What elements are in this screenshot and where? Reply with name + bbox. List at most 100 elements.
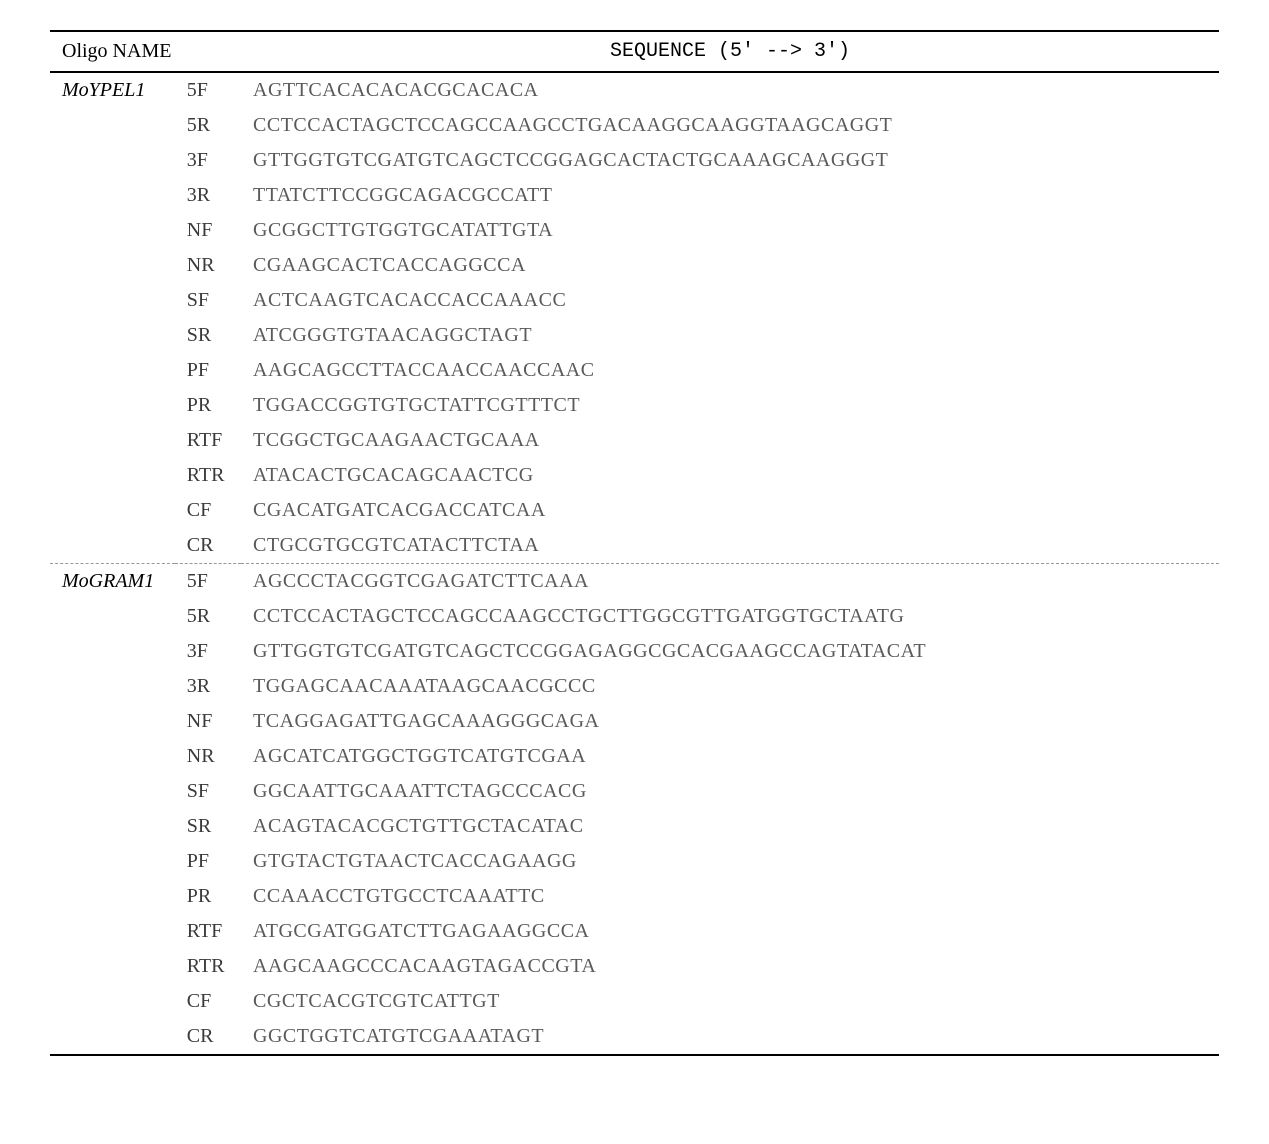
table-row: NFGCGGCTTGTGGTGCATATTGTA [50,213,1219,248]
sequence-cell: ACAGTACACGCTGTTGCTACATAC [241,809,1219,844]
gene-name-cell [50,739,175,774]
sequence-cell: TCGGCTGCAAGAACTGCAAA [241,423,1219,458]
table-row: NRAGCATCATGGCTGGTCATGTCGAA [50,739,1219,774]
oligo-code-cell: NF [175,213,241,248]
oligo-code-cell: PR [175,388,241,423]
gene-name-cell [50,283,175,318]
sequence-cell: AGTTCACACACACGCACACA [241,72,1219,108]
sequence-cell: ATACACTGCACAGCAACTCG [241,458,1219,493]
table-row: SRACAGTACACGCTGTTGCTACATAC [50,809,1219,844]
gene-name-cell [50,248,175,283]
table-row: MoYPEL15FAGTTCACACACACGCACACA [50,72,1219,108]
table-row: CFCGACATGATCACGACCATCAA [50,493,1219,528]
table-row: CFCGCTCACGTCGTCATTGT [50,984,1219,1019]
sequence-cell: AGCCCTACGGTCGAGATCTTCAAA [241,564,1219,600]
oligo-code-cell: RTR [175,949,241,984]
table-row: RTRATACACTGCACAGCAACTCG [50,458,1219,493]
sequence-cell: GGCTGGTCATGTCGAAATAGT [241,1019,1219,1055]
table-row: 3RTTATCTTCCGGCAGACGCCATT [50,178,1219,213]
oligo-code-cell: CR [175,1019,241,1055]
table-row: SFGGCAATTGCAAATTCTAGCCCACG [50,774,1219,809]
sequence-cell: AAGCAAGCCCACAAGTAGACCGTA [241,949,1219,984]
table-row: RTFATGCGATGGATCTTGAGAAGGCCA [50,914,1219,949]
oligo-code-cell: SF [175,774,241,809]
sequence-cell: GGCAATTGCAAATTCTAGCCCACG [241,774,1219,809]
sequence-cell: TCAGGAGATTGAGCAAAGGGCAGA [241,704,1219,739]
gene-name-cell [50,984,175,1019]
gene-name-cell [50,108,175,143]
sequence-cell: AAGCAGCCTTACCAACCAACCAAC [241,353,1219,388]
table-row: RTFTCGGCTGCAAGAACTGCAAA [50,423,1219,458]
oligo-code-cell: CF [175,984,241,1019]
gene-name-cell [50,318,175,353]
table-row: SFACTCAAGTCACACCACCAAACC [50,283,1219,318]
gene-name-cell [50,774,175,809]
gene-name-cell: MoGRAM1 [50,564,175,600]
oligo-code-cell: RTF [175,423,241,458]
table-row: MoGRAM15FAGCCCTACGGTCGAGATCTTCAAA [50,564,1219,600]
oligo-code-cell: NR [175,248,241,283]
sequence-cell: GTGTACTGTAACTCACCAGAAGG [241,844,1219,879]
table-row: CRCTGCGTGCGTCATACTTCTAA [50,528,1219,564]
gene-name-cell [50,809,175,844]
table-row: 5RCCTCCACTAGCTCCAGCCAAGCCTGACAAGGCAAGGTA… [50,108,1219,143]
oligo-code-cell: 3F [175,143,241,178]
oligo-code-cell: NF [175,704,241,739]
oligo-table-container: Oligo NAME SEQUENCE (5' --> 3') MoYPEL15… [50,30,1219,1056]
gene-name-cell [50,528,175,564]
table-row: 3RTGGAGCAACAAATAAGCAACGCCC [50,669,1219,704]
sequence-cell: AGCATCATGGCTGGTCATGTCGAA [241,739,1219,774]
gene-name-cell [50,704,175,739]
gene-name-cell [50,949,175,984]
oligo-code-cell: 5R [175,108,241,143]
oligo-code-cell: NR [175,739,241,774]
oligo-code-cell: CR [175,528,241,564]
gene-name-cell [50,914,175,949]
table-row: 3FGTTGGTGTCGATGTCAGCTCCGGAGAGGCGCACGAAGC… [50,634,1219,669]
table-row: RTRAAGCAAGCCCACAAGTAGACCGTA [50,949,1219,984]
sequence-cell: ATGCGATGGATCTTGAGAAGGCCA [241,914,1219,949]
header-sequence: SEQUENCE (5' --> 3') [241,31,1219,72]
table-header-row: Oligo NAME SEQUENCE (5' --> 3') [50,31,1219,72]
sequence-cell: ATCGGGTGTAACAGGCTAGT [241,318,1219,353]
oligo-code-cell: RTF [175,914,241,949]
oligo-code-cell: PF [175,353,241,388]
gene-name-cell [50,599,175,634]
sequence-cell: CGCTCACGTCGTCATTGT [241,984,1219,1019]
gene-name-cell [50,213,175,248]
gene-name-cell [50,669,175,704]
table-row: CRGGCTGGTCATGTCGAAATAGT [50,1019,1219,1055]
oligo-code-cell: 3F [175,634,241,669]
table-row: NRCGAAGCACTCACCAGGCCA [50,248,1219,283]
gene-name-cell [50,493,175,528]
table-row: PRCCAAACCTGTGCCTCAAATTC [50,879,1219,914]
sequence-cell: CCTCCACTAGCTCCAGCCAAGCCTGCTTGGCGTTGATGGT… [241,599,1219,634]
sequence-cell: CCTCCACTAGCTCCAGCCAAGCCTGACAAGGCAAGGTAAG… [241,108,1219,143]
oligo-code-cell: 3R [175,669,241,704]
oligo-code-cell: 5F [175,72,241,108]
sequence-cell: CGAAGCACTCACCAGGCCA [241,248,1219,283]
oligo-code-cell: 5R [175,599,241,634]
sequence-cell: TGGAGCAACAAATAAGCAACGCCC [241,669,1219,704]
gene-name-cell [50,143,175,178]
sequence-cell: CTGCGTGCGTCATACTTCTAA [241,528,1219,564]
sequence-cell: ACTCAAGTCACACCACCAAACC [241,283,1219,318]
table-row: 5RCCTCCACTAGCTCCAGCCAAGCCTGCTTGGCGTTGATG… [50,599,1219,634]
table-row: NFTCAGGAGATTGAGCAAAGGGCAGA [50,704,1219,739]
oligo-code-cell: SR [175,318,241,353]
table-row: PFGTGTACTGTAACTCACCAGAAGG [50,844,1219,879]
table-row: SRATCGGGTGTAACAGGCTAGT [50,318,1219,353]
gene-name-cell [50,458,175,493]
gene-name-cell [50,178,175,213]
sequence-cell: GCGGCTTGTGGTGCATATTGTA [241,213,1219,248]
oligo-code-cell: RTR [175,458,241,493]
sequence-cell: TTATCTTCCGGCAGACGCCATT [241,178,1219,213]
sequence-cell: CGACATGATCACGACCATCAA [241,493,1219,528]
oligo-code-cell: PF [175,844,241,879]
oligo-code-cell: 3R [175,178,241,213]
oligo-code-cell: CF [175,493,241,528]
sequence-cell: GTTGGTGTCGATGTCAGCTCCGGAGAGGCGCACGAAGCCA… [241,634,1219,669]
sequence-cell: GTTGGTGTCGATGTCAGCTCCGGAGCACTACTGCAAAGCA… [241,143,1219,178]
gene-name-cell [50,634,175,669]
gene-name-cell [50,879,175,914]
